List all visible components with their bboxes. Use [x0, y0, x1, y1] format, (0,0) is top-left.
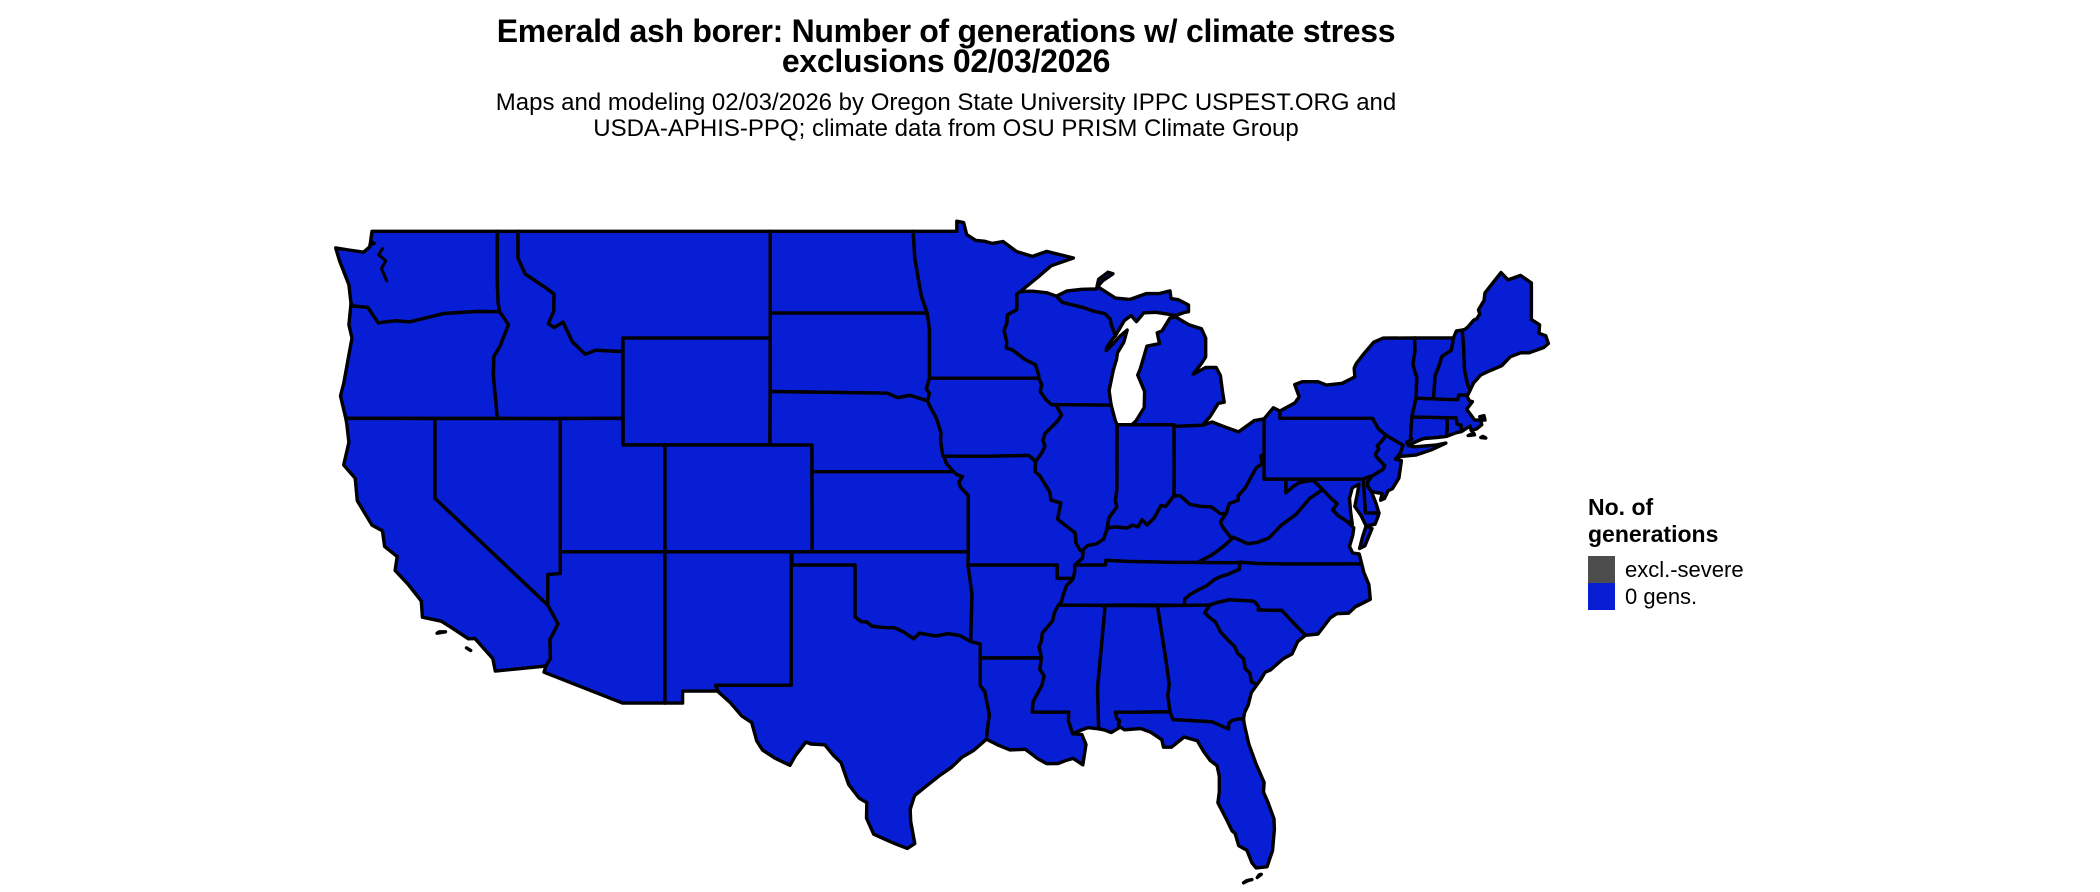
- state-TX: [714, 563, 992, 851]
- state-island-channel-1: [435, 630, 448, 635]
- map-title-line2: exclusions 02/03/2026: [781, 43, 1111, 79]
- map-title-line1: Emerald ash borer: Number of generations…: [496, 13, 1396, 49]
- state-FL: [1113, 710, 1277, 870]
- legend-item-excl-severe: excl.-severe: [1588, 556, 1908, 583]
- state-WY: [621, 336, 772, 447]
- state-CT: [1405, 415, 1449, 448]
- map-subtitle-line1: Maps and modeling 02/03/2026 by Oregon S…: [495, 89, 1397, 116]
- state-MI: [1130, 315, 1226, 428]
- state-OR: [338, 301, 511, 421]
- state-SD: [768, 311, 932, 403]
- state-ME: [1460, 270, 1551, 392]
- state-CO: [663, 443, 814, 554]
- legend-label-0-gens: 0 gens.: [1625, 583, 1698, 609]
- state-island-marthas-vineyard: [1466, 431, 1477, 438]
- state-KS: [810, 470, 970, 554]
- legend: No. of generations excl.-severe 0 gens.: [1588, 494, 1908, 610]
- state-florida-keys-1: [1241, 877, 1254, 885]
- puget-sound: [376, 247, 389, 283]
- map-title: Emerald ash borer: Number of generations…: [0, 13, 1892, 79]
- state-florida-keys-2: [1255, 872, 1263, 880]
- legend-item-0-gens: 0 gens.: [1588, 583, 1908, 610]
- legend-title-line1: No. of: [1588, 494, 1654, 520]
- legend-title: No. of generations: [1588, 494, 1908, 548]
- legend-title-line2: generations: [1588, 521, 1719, 547]
- legend-swatch-0-gens: [1588, 583, 1615, 610]
- legend-items: excl.-severe 0 gens.: [1588, 556, 1908, 610]
- state-ND: [768, 229, 929, 315]
- state-MI-UP: [1054, 270, 1191, 338]
- state-island-channel-2: [464, 646, 473, 653]
- state-island-nantucket: [1479, 434, 1488, 440]
- legend-swatch-excl-severe: [1588, 556, 1615, 583]
- legend-label-excl-severe: excl.-severe: [1625, 556, 1744, 582]
- us-map: [334, 219, 1551, 885]
- state-island-san-juans: [368, 240, 376, 247]
- state-AZ: [542, 550, 667, 705]
- state-VA-ES: [1357, 524, 1374, 551]
- state-NM: [663, 550, 793, 705]
- map-subtitle-line2: USDA-APHIS-PPQ; climate data from OSU PR…: [593, 115, 1299, 142]
- state-MD: [1284, 477, 1381, 528]
- state-MS: [1030, 603, 1107, 736]
- map-subtitle: Maps and modeling 02/03/2026 by Oregon S…: [0, 90, 1892, 142]
